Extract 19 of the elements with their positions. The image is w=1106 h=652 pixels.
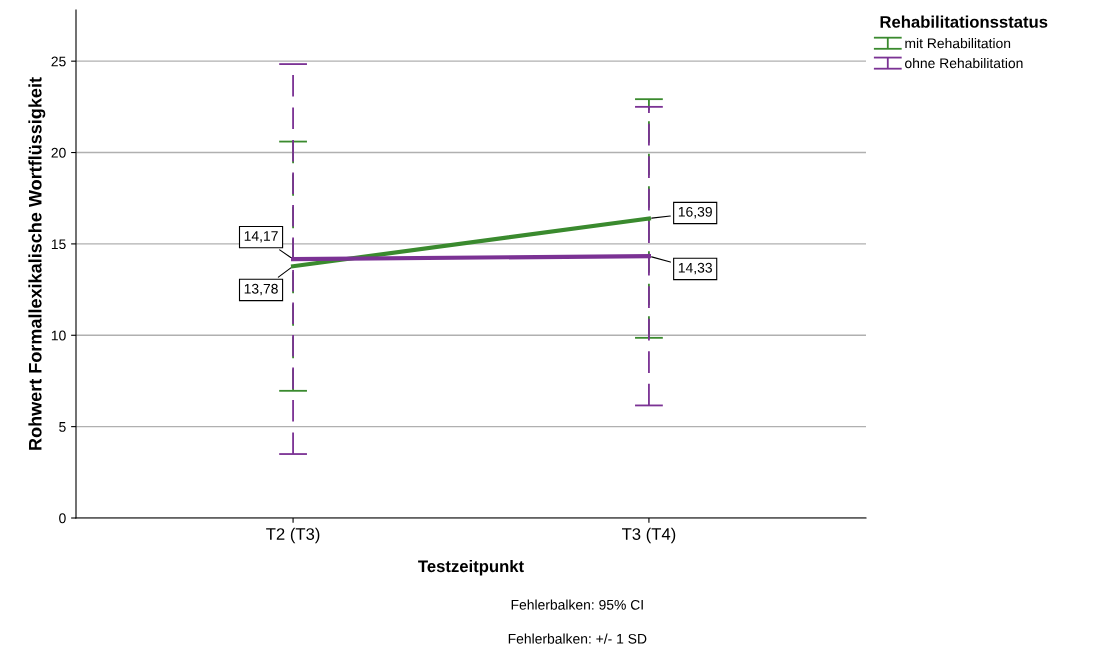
x-axis-title: Testzeitpunkt xyxy=(418,559,524,576)
text: Fehlerbalken: +/- 1 SD xyxy=(508,633,647,644)
data-label: 14,33 xyxy=(678,262,712,275)
data-label: 13,78 xyxy=(244,283,278,296)
y-tick-label: 25 xyxy=(51,56,66,67)
y-tick-label: 0 xyxy=(59,513,66,524)
data-label: 14,17 xyxy=(244,231,278,243)
legend-title: Rehabilitationsstatus xyxy=(880,15,1048,28)
legend-label: mit Rehabilitation xyxy=(905,38,1011,49)
x-tick-label: T2 (T3) xyxy=(266,527,320,544)
y-tick-label: 15 xyxy=(51,239,66,250)
text: Fehlerbalken: 95% CI xyxy=(511,599,643,610)
data-label: 16,39 xyxy=(678,206,712,219)
x-tick-label: T3 (T4) xyxy=(621,527,676,544)
y-axis-title: Rohwert Formallexikalische Wortflüssigkeit xyxy=(28,77,46,450)
y-tick-label: 20 xyxy=(51,147,66,158)
y-tick-label: 10 xyxy=(51,330,66,341)
legend-label: ohne Rehabilitation xyxy=(905,57,1023,69)
y-tick-label: 5 xyxy=(59,422,66,432)
